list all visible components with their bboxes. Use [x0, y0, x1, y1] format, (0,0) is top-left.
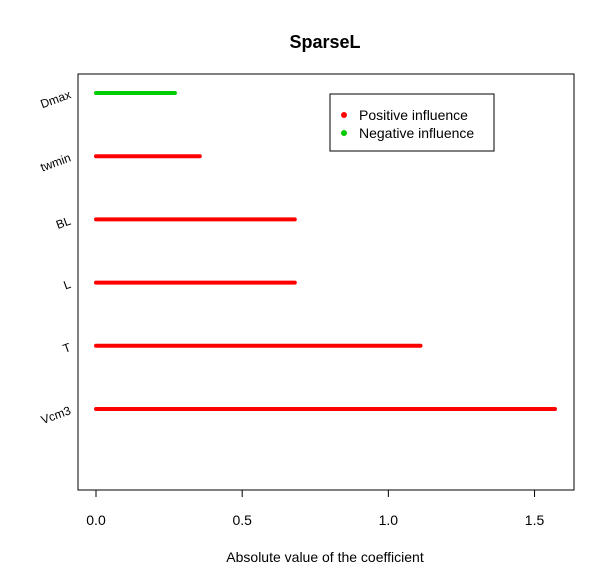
legend-label-negative: Negative influence — [359, 125, 474, 141]
legend-marker-negative — [341, 130, 347, 136]
category-label-vcm3: Vcm3 — [39, 403, 73, 427]
x-tick-label: 1.0 — [379, 512, 399, 528]
legend-box — [329, 93, 495, 152]
category-labels: Vcm3 T L BL twmin Dmax — [38, 87, 73, 427]
x-axis: 0.0 0.5 1.0 1.5 — [86, 489, 545, 528]
category-label-dmax: Dmax — [38, 87, 72, 111]
category-label-t: T — [61, 340, 73, 356]
legend-label-positive: Positive influence — [359, 107, 468, 123]
category-label-bl: BL — [54, 214, 73, 232]
x-tick-label: 0.0 — [86, 512, 106, 528]
legend: Positive influence Negative influence — [329, 93, 495, 152]
category-label-twmin: twmin — [38, 151, 72, 175]
chart-title: SparseL — [289, 32, 360, 52]
x-tick-label: 1.5 — [525, 512, 545, 528]
bars-layer — [94, 91, 557, 411]
category-label-l: L — [62, 277, 73, 293]
legend-marker-positive — [341, 112, 347, 118]
x-tick-label: 0.5 — [232, 512, 252, 528]
x-axis-label: Absolute value of the coefficient — [226, 549, 424, 565]
